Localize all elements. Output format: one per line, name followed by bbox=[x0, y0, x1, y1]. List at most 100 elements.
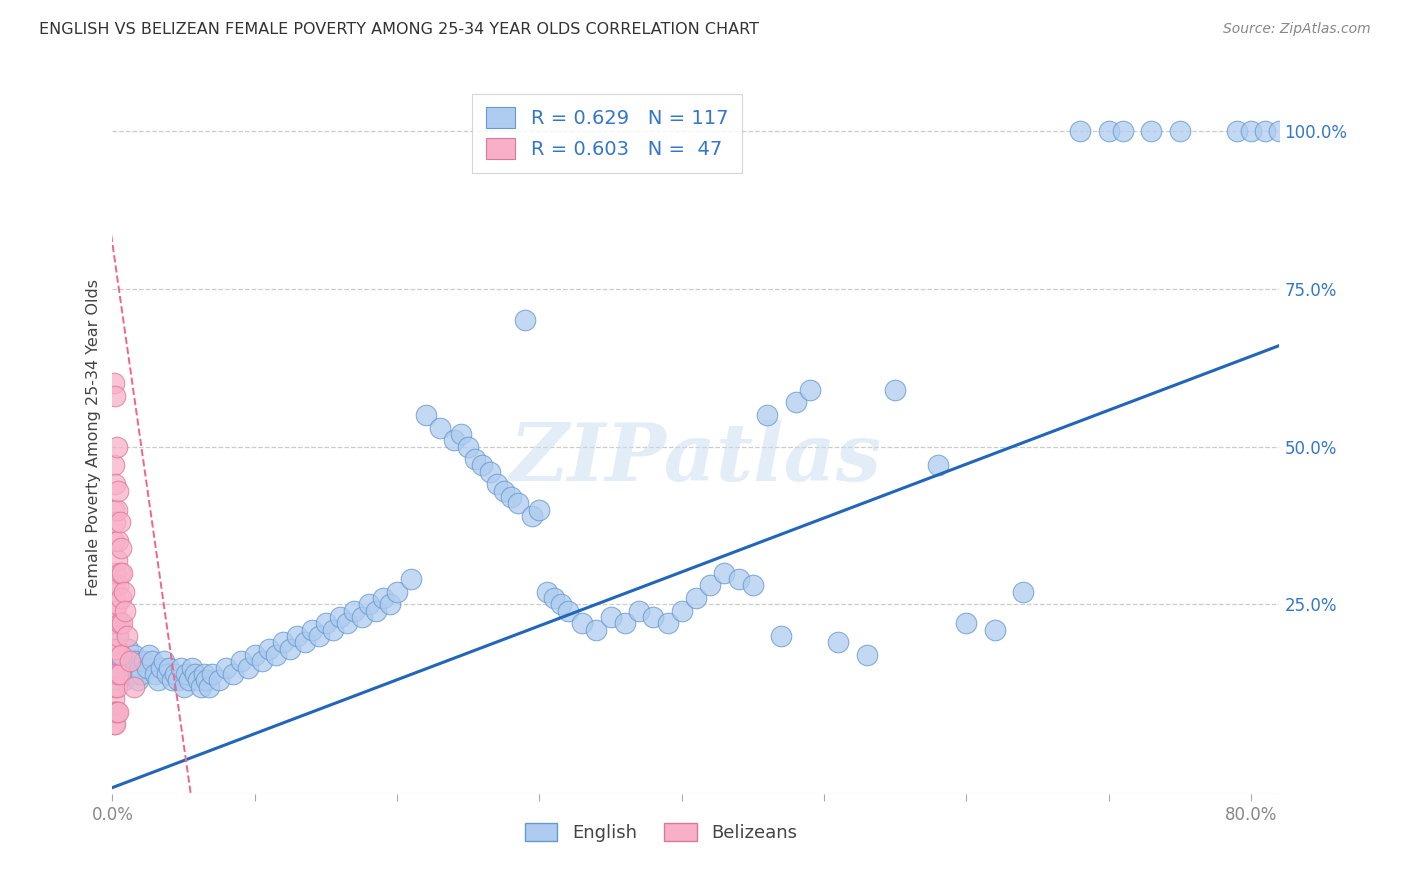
Point bbox=[103, 458, 125, 473]
Point bbox=[1168, 124, 1191, 138]
Point bbox=[357, 598, 380, 612]
Point bbox=[457, 440, 479, 454]
Point bbox=[429, 420, 451, 434]
Point bbox=[105, 680, 128, 694]
Point bbox=[208, 673, 231, 688]
Point bbox=[122, 648, 145, 662]
Point bbox=[110, 660, 132, 674]
Point bbox=[111, 654, 134, 668]
Point bbox=[1112, 124, 1135, 138]
Point bbox=[104, 641, 127, 656]
Point bbox=[105, 641, 128, 656]
Point bbox=[129, 666, 152, 681]
Point bbox=[141, 654, 163, 668]
Point bbox=[103, 692, 125, 706]
Point bbox=[1069, 124, 1091, 138]
Point bbox=[699, 578, 721, 592]
Point bbox=[103, 666, 125, 681]
Text: ZIPatlas: ZIPatlas bbox=[510, 420, 882, 497]
Point bbox=[193, 666, 215, 681]
Point bbox=[107, 629, 129, 643]
Point bbox=[599, 610, 621, 624]
Point bbox=[104, 680, 127, 694]
Point bbox=[118, 654, 141, 668]
Point bbox=[884, 383, 907, 397]
Point bbox=[557, 604, 579, 618]
Point bbox=[104, 566, 127, 580]
Point bbox=[104, 389, 127, 403]
Point bbox=[104, 604, 127, 618]
Text: Source: ZipAtlas.com: Source: ZipAtlas.com bbox=[1223, 22, 1371, 37]
Point bbox=[450, 426, 472, 441]
Point bbox=[464, 452, 486, 467]
Legend: English, Belizeans: English, Belizeans bbox=[517, 815, 804, 849]
Point bbox=[492, 483, 515, 498]
Point bbox=[107, 534, 129, 549]
Point bbox=[628, 604, 651, 618]
Point bbox=[1324, 124, 1347, 138]
Point bbox=[128, 660, 150, 674]
Point bbox=[118, 654, 141, 668]
Point bbox=[713, 566, 735, 580]
Point bbox=[105, 598, 128, 612]
Y-axis label: Female Poverty Among 25-34 Year Olds: Female Poverty Among 25-34 Year Olds bbox=[86, 278, 101, 596]
Point bbox=[135, 660, 157, 674]
Point bbox=[308, 629, 330, 643]
Point bbox=[195, 673, 218, 688]
Point bbox=[322, 623, 344, 637]
Point bbox=[329, 610, 352, 624]
Point bbox=[165, 666, 187, 681]
Point bbox=[103, 666, 125, 681]
Point bbox=[179, 673, 201, 688]
Point bbox=[108, 616, 131, 631]
Point bbox=[1254, 124, 1277, 138]
Point bbox=[105, 502, 128, 516]
Point bbox=[103, 578, 125, 592]
Point bbox=[378, 598, 401, 612]
Point bbox=[243, 648, 266, 662]
Point bbox=[222, 666, 245, 681]
Point bbox=[799, 383, 821, 397]
Point bbox=[264, 648, 287, 662]
Point bbox=[287, 629, 309, 643]
Point bbox=[657, 616, 679, 631]
Point bbox=[756, 408, 779, 422]
Point bbox=[107, 666, 129, 681]
Point bbox=[115, 629, 138, 643]
Point bbox=[105, 705, 128, 719]
Point bbox=[176, 666, 198, 681]
Point bbox=[585, 623, 607, 637]
Point bbox=[110, 591, 132, 606]
Point bbox=[1268, 124, 1291, 138]
Point bbox=[127, 673, 149, 688]
Point bbox=[103, 705, 125, 719]
Point bbox=[529, 502, 551, 516]
Point bbox=[336, 616, 359, 631]
Point bbox=[105, 629, 128, 643]
Point bbox=[103, 641, 125, 656]
Point bbox=[515, 313, 537, 327]
Point bbox=[613, 616, 636, 631]
Point bbox=[741, 578, 763, 592]
Point bbox=[955, 616, 977, 631]
Point bbox=[167, 673, 190, 688]
Point bbox=[543, 591, 565, 606]
Point bbox=[107, 578, 129, 592]
Point bbox=[385, 584, 408, 599]
Point bbox=[107, 616, 129, 631]
Point bbox=[364, 604, 387, 618]
Point bbox=[103, 717, 125, 731]
Point bbox=[257, 641, 280, 656]
Point bbox=[103, 534, 125, 549]
Point bbox=[1226, 124, 1249, 138]
Point bbox=[685, 591, 707, 606]
Point bbox=[105, 440, 128, 454]
Point bbox=[478, 465, 501, 479]
Point bbox=[184, 666, 207, 681]
Point bbox=[271, 635, 294, 649]
Point bbox=[112, 584, 135, 599]
Point bbox=[198, 680, 221, 694]
Point bbox=[152, 654, 174, 668]
Point bbox=[1140, 124, 1163, 138]
Point bbox=[111, 566, 134, 580]
